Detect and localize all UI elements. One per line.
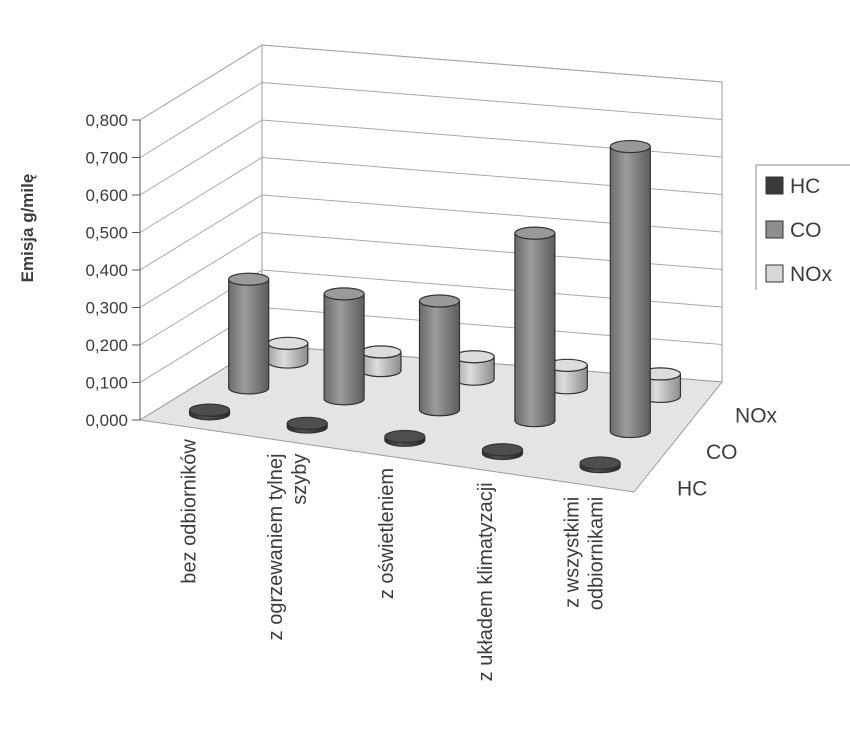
cylinder-top bbox=[188, 403, 231, 417]
category-label: szyby bbox=[289, 454, 311, 505]
cylinder-body bbox=[228, 279, 270, 395]
y-tick-label: 0,400 bbox=[85, 261, 128, 280]
cylinder-top bbox=[360, 345, 402, 359]
y-tick-label: 0,100 bbox=[85, 374, 128, 393]
y-tick-label: 0,600 bbox=[85, 186, 128, 205]
y-tick-label: 0,200 bbox=[85, 336, 128, 355]
depth-label: CO bbox=[706, 441, 738, 464]
chart-grid bbox=[139, 44, 723, 383]
cylinder-top bbox=[609, 139, 651, 154]
cylinder-top bbox=[323, 287, 365, 301]
category-label: z ogrzewaniem tylnej bbox=[265, 454, 287, 641]
cylinder-top bbox=[384, 429, 426, 444]
category-label: z oświetleniem bbox=[376, 468, 398, 599]
depth-label: NOx bbox=[735, 405, 778, 428]
gridline bbox=[139, 81, 723, 158]
bar-hc bbox=[286, 416, 328, 434]
cylinder-body bbox=[323, 293, 365, 406]
y-tick-label: 0,300 bbox=[85, 299, 128, 318]
y-tick-label: 0,800 bbox=[85, 111, 128, 130]
cylinder-top bbox=[481, 443, 524, 457]
y-tick-label: 0,700 bbox=[85, 149, 128, 168]
category-labels: bez odbiorników z ogrzewaniem tylnej szyby… bbox=[178, 439, 607, 682]
legend-swatch bbox=[765, 264, 784, 283]
legend: HC CO NOx bbox=[755, 164, 850, 290]
cylinder-top bbox=[514, 226, 556, 240]
category-label: z układem klimatyzacji bbox=[475, 482, 497, 681]
legend-label: CO bbox=[790, 219, 822, 242]
legend-swatch bbox=[765, 176, 784, 195]
legend-swatch bbox=[765, 220, 784, 239]
bar-co bbox=[418, 294, 461, 417]
gridline bbox=[139, 156, 723, 233]
bar-nox bbox=[360, 345, 402, 378]
gridline bbox=[139, 231, 723, 308]
depth-label: HC bbox=[677, 477, 707, 500]
bar-co bbox=[323, 287, 365, 406]
cylinder-body bbox=[514, 232, 556, 428]
bar-hc bbox=[579, 456, 621, 474]
cylinder-top bbox=[286, 416, 328, 430]
cylinder-top bbox=[453, 350, 495, 364]
legend-label: HC bbox=[790, 175, 820, 198]
gridline bbox=[139, 119, 723, 196]
bar-co bbox=[228, 272, 270, 395]
bar-nox bbox=[267, 336, 309, 369]
bar-hc bbox=[481, 443, 524, 461]
bar-co bbox=[514, 226, 556, 428]
y-axis-label: Emisja g/milę bbox=[18, 174, 37, 283]
cylinder-body bbox=[609, 146, 651, 439]
gridline bbox=[139, 194, 723, 271]
cylinder-top bbox=[579, 456, 621, 470]
depth-axis-labels: NOx CO HC bbox=[677, 405, 778, 501]
gridline bbox=[139, 44, 723, 121]
bar-nox bbox=[453, 350, 495, 386]
cylinder-top bbox=[418, 294, 461, 308]
gridline bbox=[139, 269, 723, 346]
y-tick-label: 0,500 bbox=[85, 224, 128, 243]
category-label: odbiornikami bbox=[586, 497, 608, 610]
cylinder-top bbox=[267, 336, 309, 350]
bar-nox bbox=[546, 358, 588, 395]
cylinder-top bbox=[228, 272, 270, 286]
category-label: bez odbiorników bbox=[178, 439, 200, 584]
y-axis-ticks: 0,000 0,100 0,200 0,300 0,400 0,500 0,600 0,700… bbox=[85, 111, 141, 430]
cylinder-body bbox=[418, 300, 461, 417]
y-tick-label: 0,000 bbox=[85, 411, 128, 430]
chart-bars bbox=[188, 139, 682, 474]
bar-co bbox=[609, 139, 651, 439]
legend-label: NOx bbox=[790, 263, 833, 286]
bar-hc bbox=[384, 429, 426, 447]
bar-hc bbox=[188, 403, 231, 421]
category-label: z wszystkimi bbox=[562, 497, 584, 608]
